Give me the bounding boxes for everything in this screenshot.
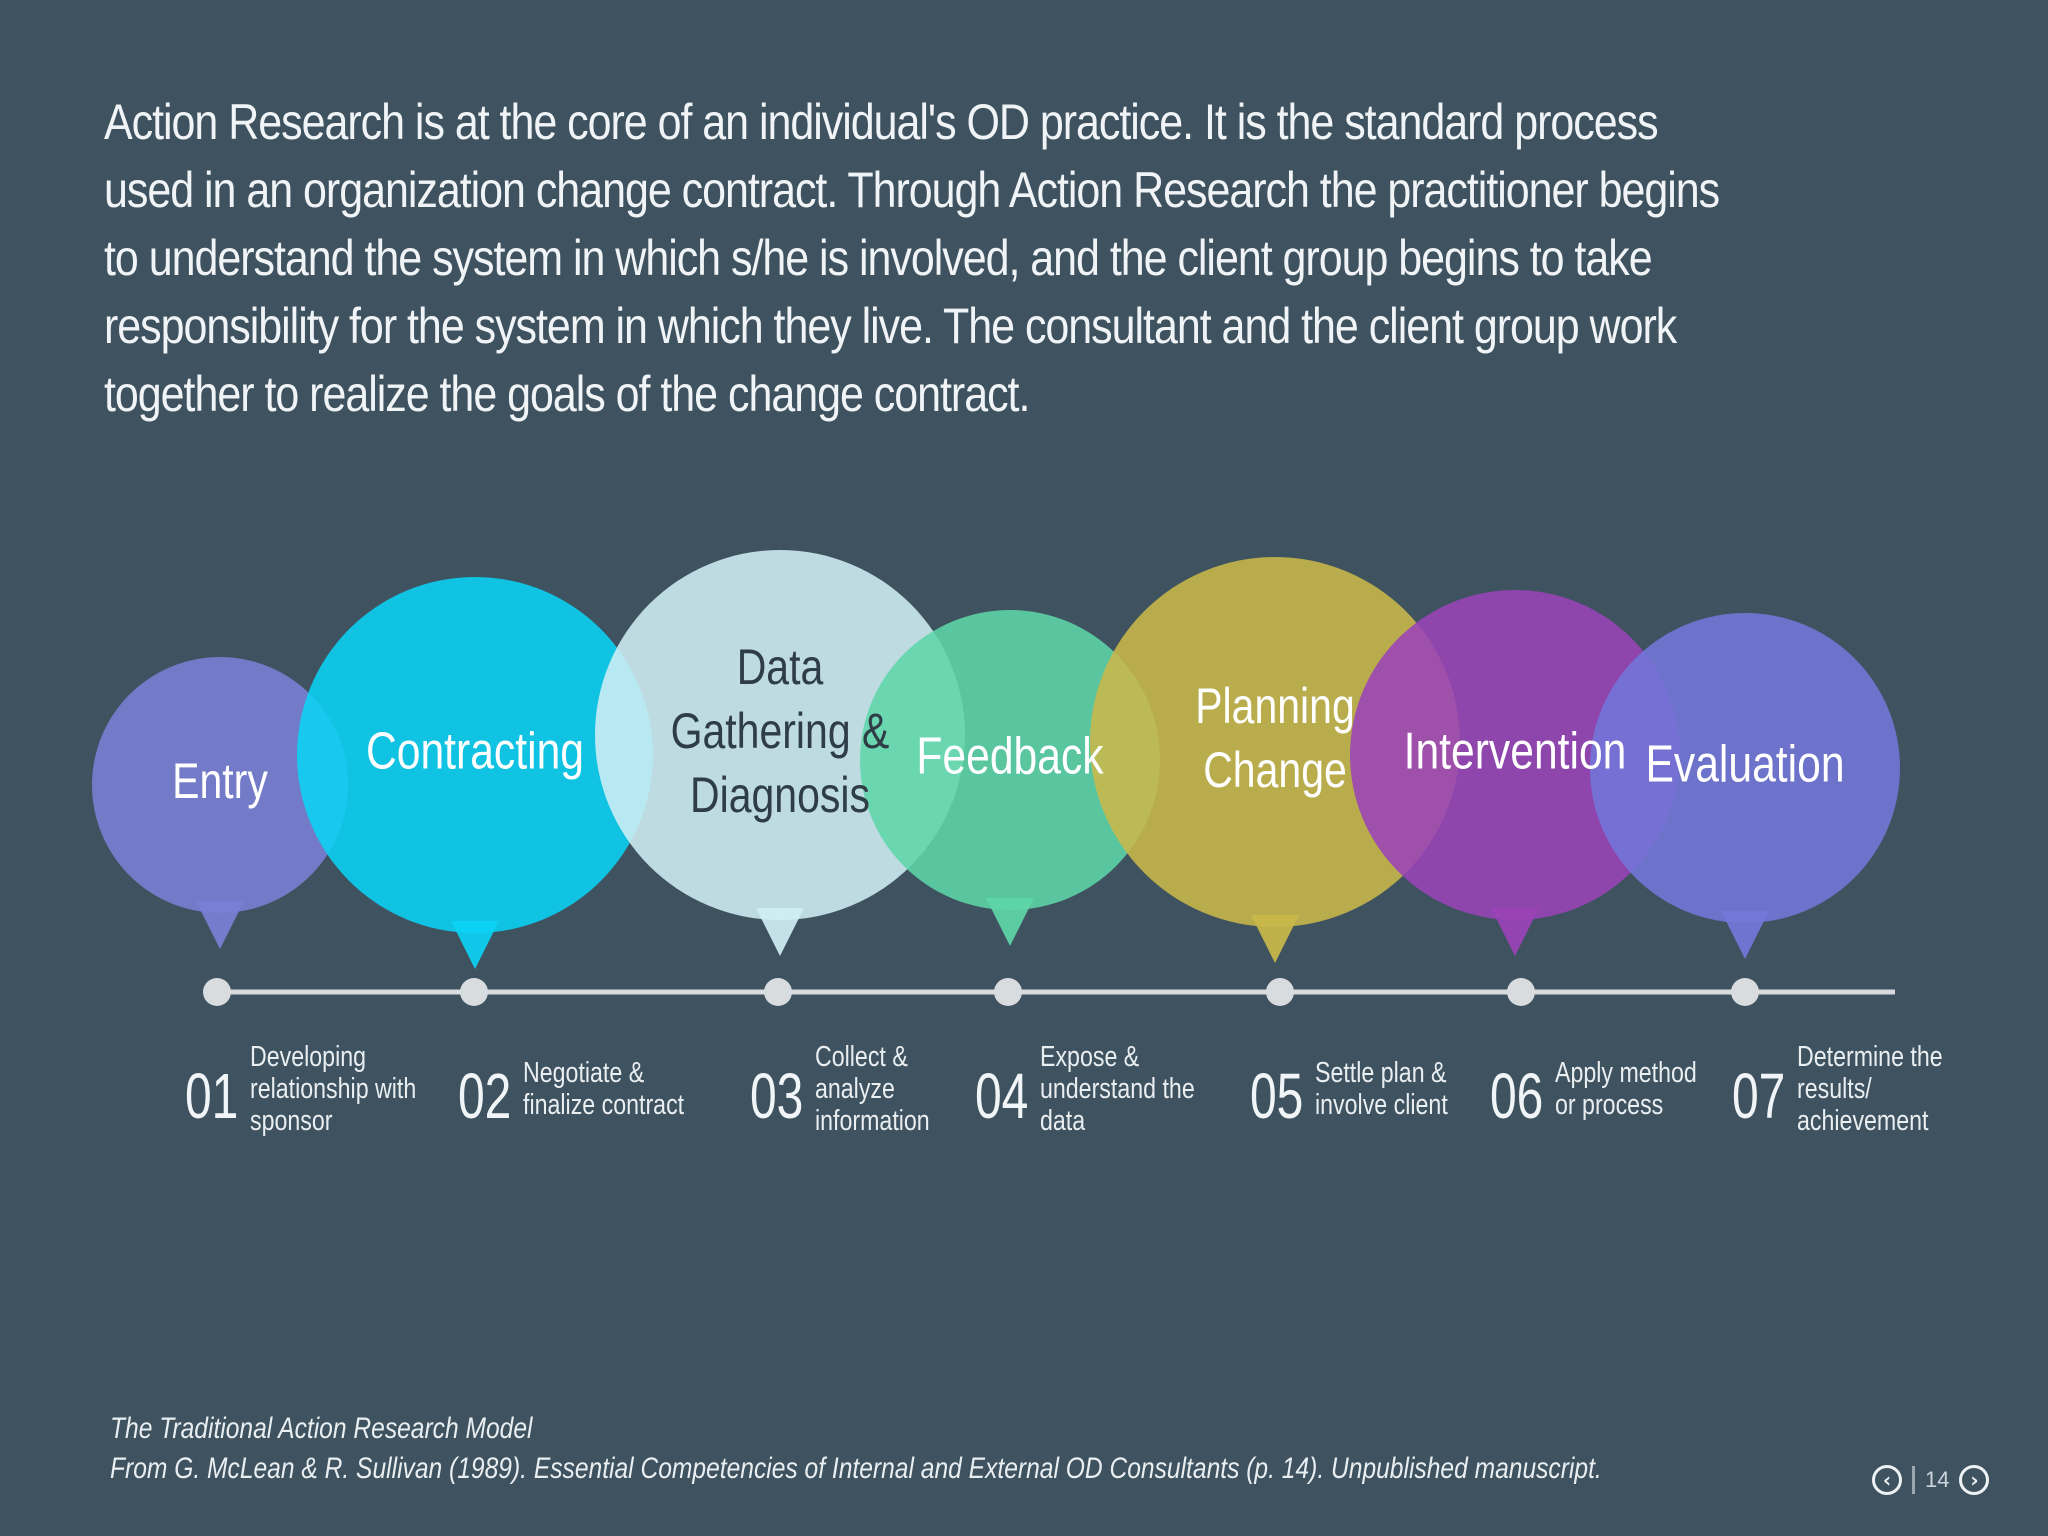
timeline-dot-5 — [1266, 978, 1294, 1006]
timeline-layer — [203, 978, 1895, 1006]
nav-divider — [1912, 1466, 1915, 1494]
step-2: 02 Negotiate &finalize contract — [458, 1055, 685, 1131]
step-description-line: involve client — [1315, 1087, 1448, 1120]
chevron-left-icon[interactable]: ‹ — [1872, 1465, 1902, 1495]
step-description-line: data — [1040, 1103, 1085, 1136]
bubble-circle — [1090, 557, 1460, 927]
stage-bubble-5 — [1090, 557, 1460, 963]
bubbles-layer: Entry Contracting Data Gathering & Diagnosis… — [92, 550, 1900, 969]
step-number: 01 — [185, 1060, 238, 1131]
bubble-pointer — [986, 898, 1034, 946]
timeline-dot-1 — [203, 978, 231, 1006]
timeline-dot-2 — [460, 978, 488, 1006]
stage-label-line: Entry — [172, 753, 268, 809]
caption-source: From G. McLean & R. Sullivan (1989). Ess… — [110, 1452, 1602, 1485]
step-description-line: results/ — [1797, 1071, 1872, 1104]
bubble-circle — [1590, 613, 1900, 923]
stage-label-line: Contracting — [366, 723, 584, 781]
stage-label-line: Gathering & — [671, 703, 890, 759]
slide-navigation: ‹ 14 › — [1872, 1460, 1990, 1500]
bubble-pointer — [1251, 915, 1299, 963]
timeline-dot-4 — [994, 978, 1022, 1006]
step-description-line: Apply method — [1555, 1055, 1697, 1088]
page-number: 14 — [1925, 1467, 1950, 1492]
step-number: 07 — [1732, 1060, 1785, 1131]
chevron-right-icon[interactable]: › — [1959, 1465, 1990, 1495]
step-description-line: or process — [1555, 1087, 1663, 1120]
stage-label-line: Data — [737, 639, 824, 695]
step-description-line: relationship with — [250, 1071, 416, 1104]
bubble-pointer — [451, 921, 499, 969]
stage-label-line: Evaluation — [1645, 736, 1844, 794]
bubble-circle — [1350, 590, 1680, 920]
bubble-circle — [860, 610, 1160, 910]
step-description-line: Determine the — [1797, 1039, 1943, 1072]
stage-label-line: Intervention — [1404, 723, 1627, 781]
caption-title: The Traditional Action Research Model — [110, 1412, 533, 1445]
step-description-line: finalize contract — [523, 1087, 685, 1120]
step-description-line: Settle plan & — [1315, 1055, 1447, 1088]
step-number: 06 — [1490, 1060, 1543, 1131]
stage-bubble-4 — [860, 610, 1160, 946]
bubble-circle — [92, 657, 348, 913]
step-description-line: sponsor — [250, 1103, 333, 1136]
step-description-line: Collect & — [815, 1039, 908, 1072]
stage-label-line: Planning — [1195, 678, 1355, 734]
bubble-pointer — [1721, 911, 1769, 959]
bubble-pointer — [756, 908, 804, 956]
stage-label-line: Change — [1203, 742, 1347, 798]
timeline-dot-6 — [1507, 978, 1535, 1006]
step-number: 04 — [975, 1060, 1028, 1131]
timeline-dot-3 — [764, 978, 792, 1006]
step-5: 05 Settle plan &involve client — [1250, 1055, 1448, 1131]
bubble-circle — [297, 577, 653, 933]
step-number: 02 — [458, 1060, 511, 1131]
stage-bubble-1 — [92, 657, 348, 949]
intro-paragraph: Action Research is at the core of an ind… — [104, 94, 1720, 422]
step-number: 05 — [1250, 1060, 1303, 1131]
stage-bubble-6 — [1350, 590, 1680, 956]
step-number: 03 — [750, 1060, 803, 1131]
step-description-line: Negotiate & — [523, 1055, 645, 1088]
step-description-line: Expose & — [1040, 1039, 1140, 1072]
step-description-line: Developing — [250, 1039, 366, 1072]
bubble-circle — [595, 550, 965, 920]
stage-bubble-7 — [1590, 613, 1900, 959]
stage-bubble-2 — [297, 577, 653, 969]
step-description-line: analyze — [815, 1071, 895, 1104]
bubble-pointer — [196, 901, 244, 949]
stage-label-line: Diagnosis — [690, 767, 870, 823]
step-description-line: achievement — [1797, 1103, 1929, 1136]
step-description-line: understand the — [1040, 1071, 1195, 1104]
stage-bubble-3 — [595, 550, 965, 956]
bubble-pointer — [1491, 908, 1539, 956]
timeline-dot-7 — [1731, 978, 1759, 1006]
step-description-line: information — [815, 1103, 930, 1136]
stage-label-line: Feedback — [916, 728, 1103, 786]
